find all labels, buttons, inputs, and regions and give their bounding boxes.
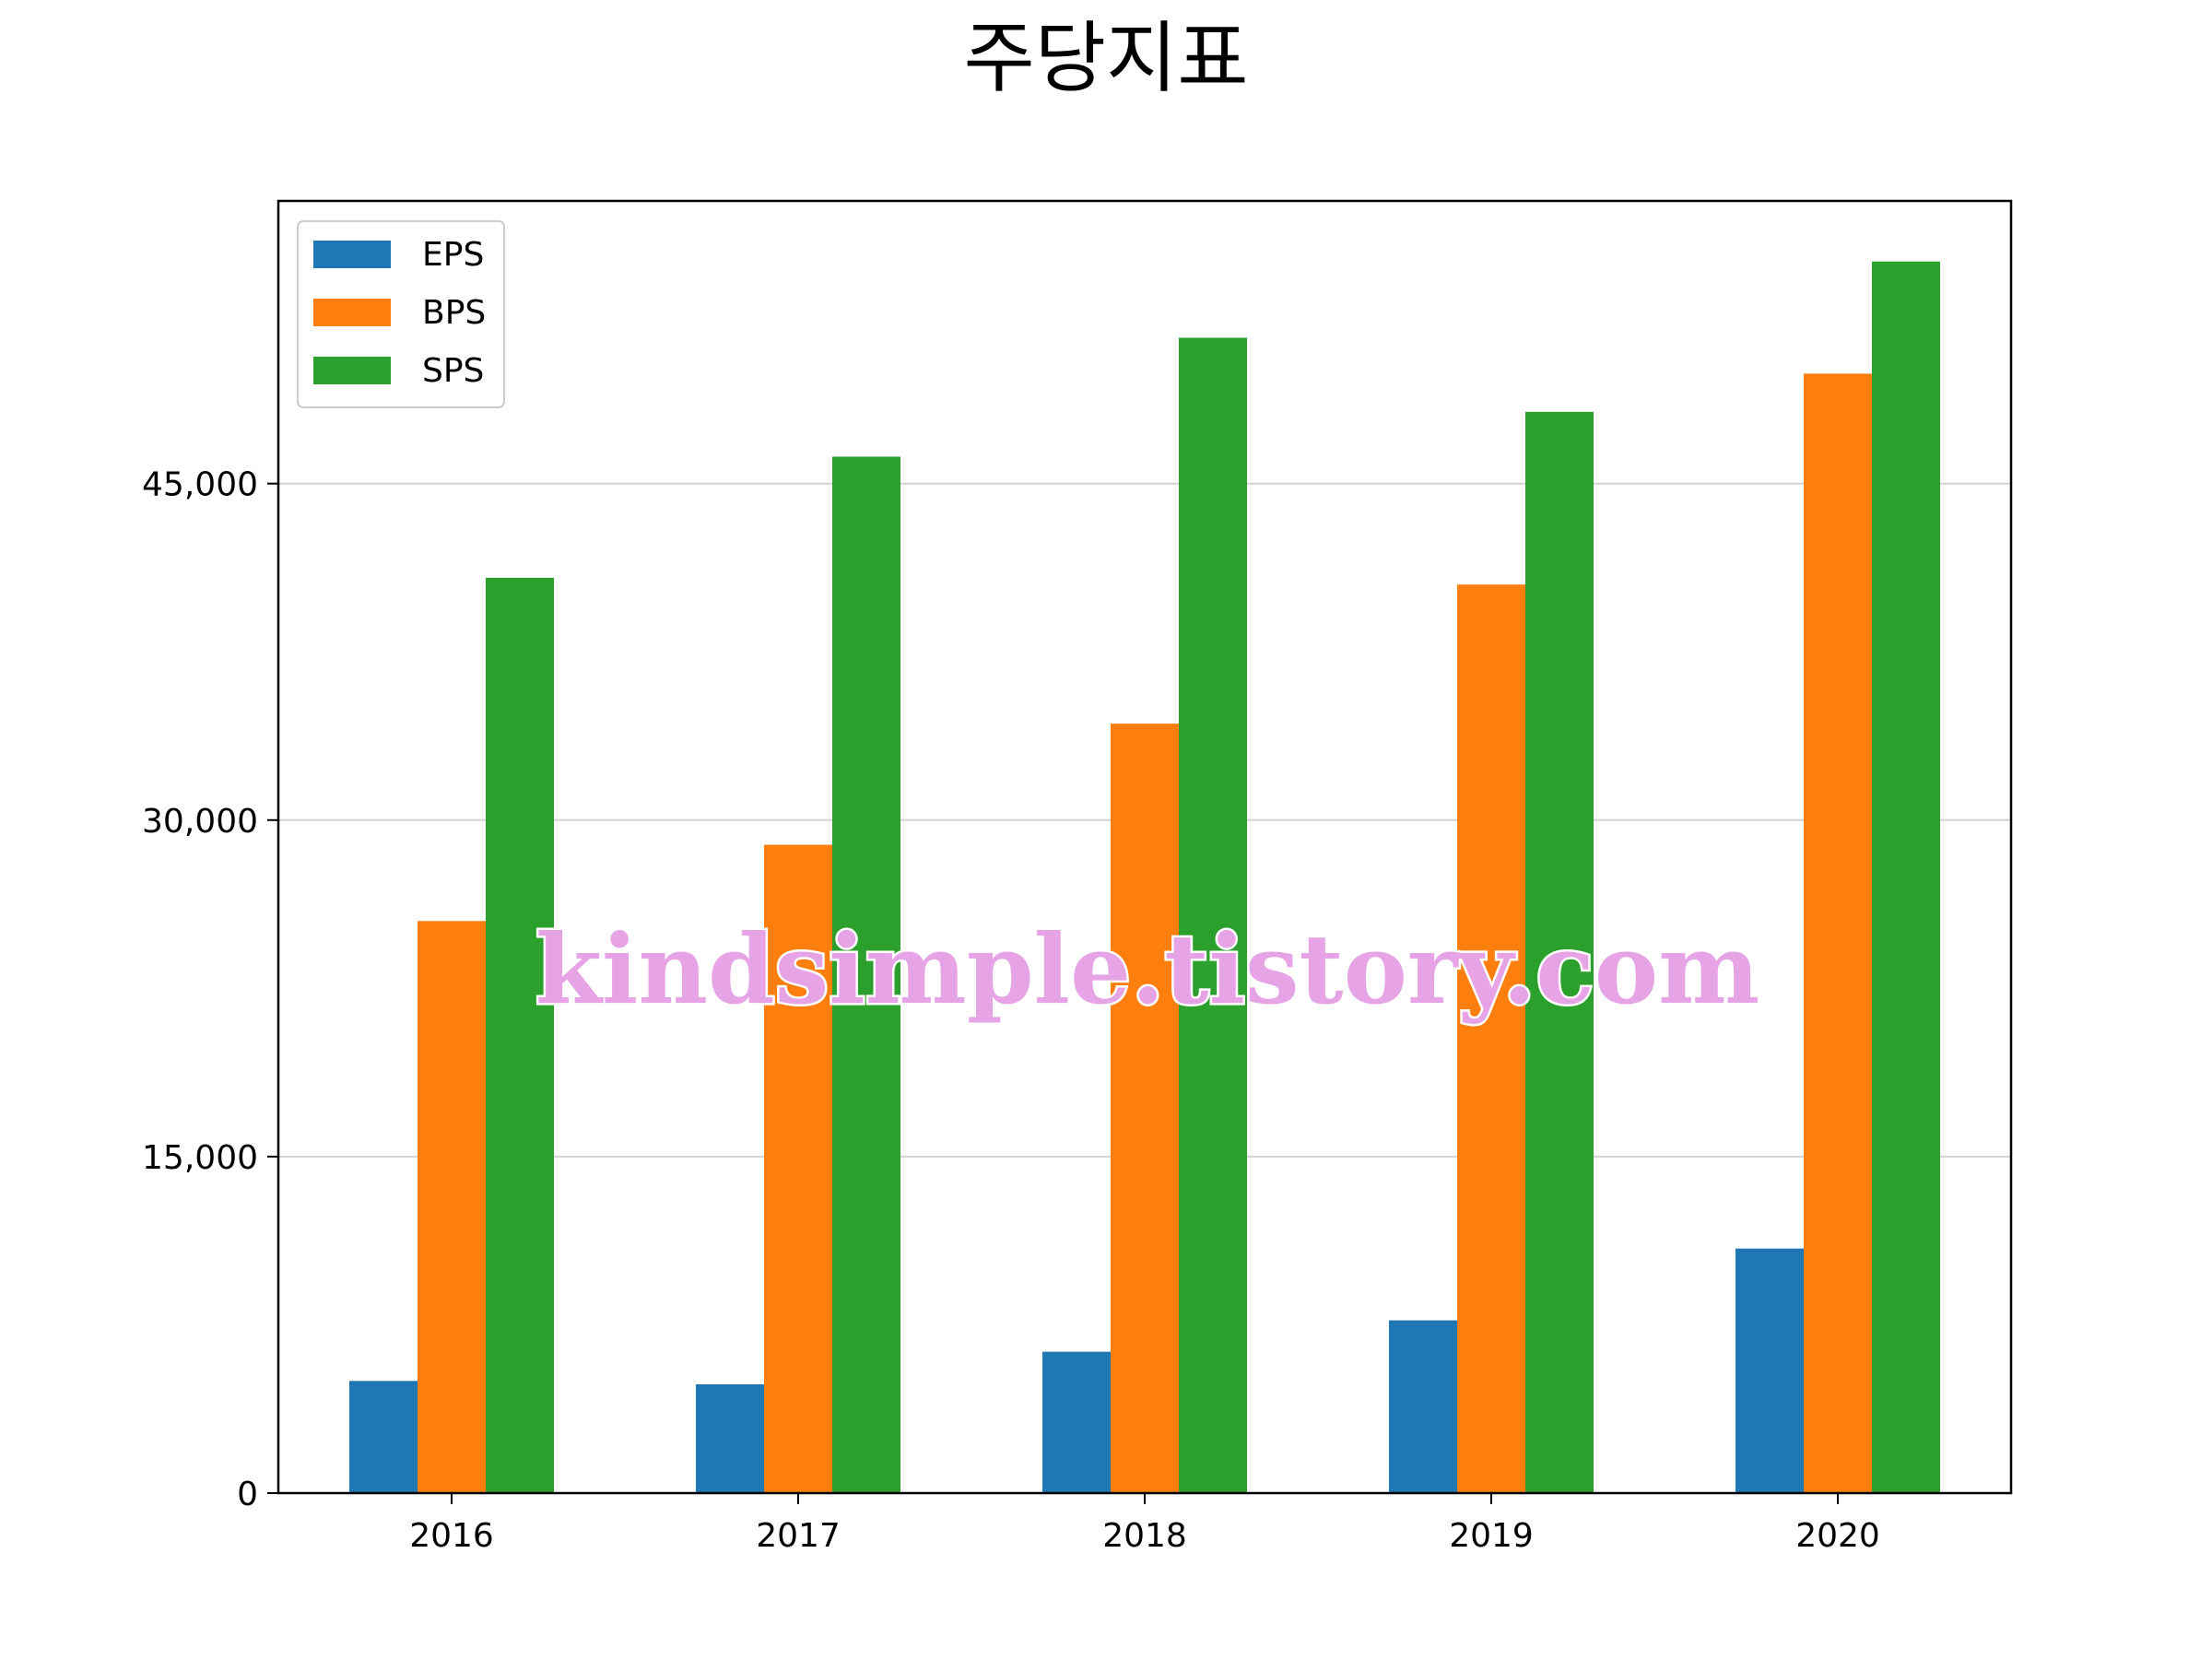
bar-eps (1735, 1248, 1804, 1493)
legend-label-bps: BPS (422, 294, 486, 332)
legend-label-eps: EPS (422, 236, 484, 274)
legend: EPS BPS SPS (297, 220, 505, 408)
x-tick-label: 2019 (1449, 1517, 1534, 1555)
bar-sps (832, 456, 900, 1494)
y-tick-label: 30,000 (142, 803, 258, 841)
legend-swatch-eps (313, 241, 391, 268)
axis-ticks: 0 15,000 30,000 45,000 2016 2017 2018 2019 2020 (142, 466, 1880, 1555)
y-tick-label: 45,000 (142, 466, 258, 504)
bars (349, 261, 1940, 1494)
bar-bps (1457, 584, 1525, 1493)
bar-sps (1525, 411, 1594, 1494)
bar-bps (764, 844, 832, 1493)
bar-eps (1389, 1320, 1457, 1493)
bar-sps (486, 577, 554, 1493)
bar-eps (349, 1381, 418, 1493)
bar-bps (1111, 724, 1179, 1493)
legend-label-sps: SPS (422, 352, 484, 390)
legend-swatch-sps (313, 357, 391, 384)
bar-eps (696, 1383, 764, 1493)
bar-bps (418, 921, 486, 1493)
x-tick-label: 2017 (756, 1517, 841, 1555)
bar-sps (1179, 337, 1247, 1493)
x-tick-label: 2016 (409, 1517, 494, 1555)
x-tick-label: 2018 (1102, 1517, 1187, 1555)
bar-sps (1872, 261, 1940, 1493)
x-tick-label: 2020 (1795, 1517, 1880, 1555)
chart-title: 주당지표 (963, 13, 1248, 103)
bar-bps (1804, 373, 1872, 1493)
bar-eps (1042, 1351, 1111, 1493)
legend-swatch-bps (313, 299, 391, 326)
y-tick-label: 15,000 (142, 1139, 258, 1177)
y-tick-label: 0 (237, 1476, 258, 1513)
watermark-text: kindsimple.tistory.com (535, 912, 1759, 1026)
